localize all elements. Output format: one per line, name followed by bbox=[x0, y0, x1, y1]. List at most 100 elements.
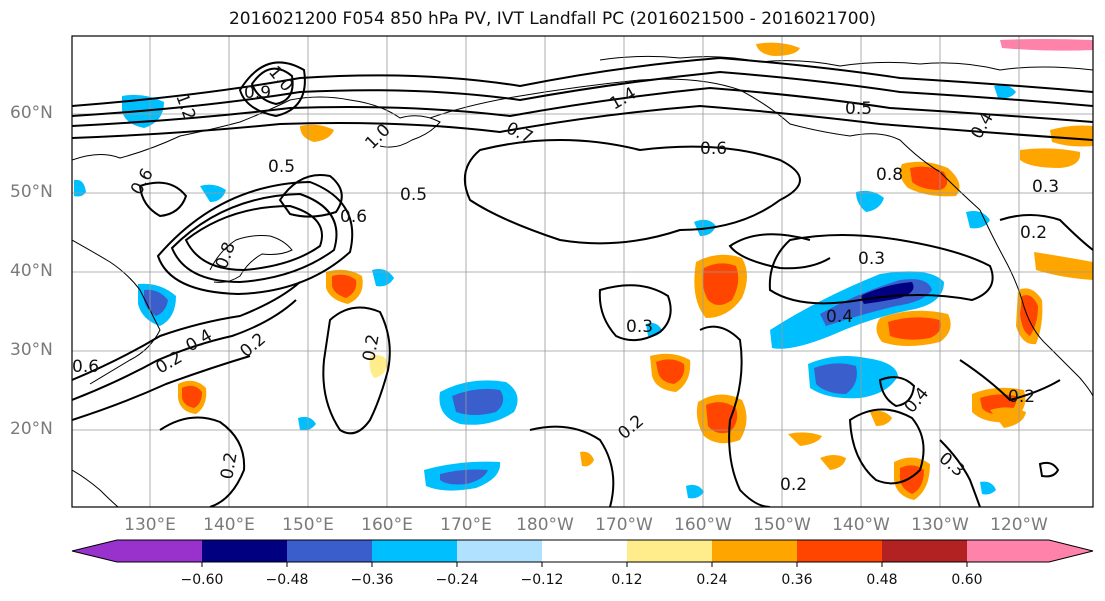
pv-contour bbox=[1038, 461, 1060, 478]
lon-label-180w: 180°W bbox=[516, 515, 574, 535]
contour-label: 0.2 bbox=[1020, 223, 1047, 243]
coastline-japan bbox=[209, 235, 293, 283]
pv-contour bbox=[72, 281, 301, 381]
pv-contour bbox=[939, 439, 981, 507]
contour-label: 0.8 bbox=[876, 165, 903, 185]
colorbar-tick-label: 0.24 bbox=[696, 572, 728, 588]
pv-contour bbox=[72, 56, 1093, 107]
pv-contour bbox=[278, 174, 343, 218]
pv-contour bbox=[959, 359, 1061, 402]
pv-contour bbox=[159, 416, 246, 507]
negative-anomaly-patch bbox=[686, 484, 704, 499]
map-frame-bg bbox=[72, 36, 1093, 507]
map-frame bbox=[71, 35, 1094, 508]
colorbar-tick-label: 0.60 bbox=[951, 572, 983, 588]
colorbar-segment bbox=[202, 540, 287, 562]
colorbar-extend-low bbox=[72, 540, 117, 562]
map-title: 2016021200 F054 850 hPa PV, IVT Landfall… bbox=[228, 9, 876, 29]
negative-anomaly-patch bbox=[966, 211, 990, 229]
lon-label-160w: 160°W bbox=[674, 515, 732, 535]
colorbar bbox=[71, 539, 1094, 567]
colorbar-segment bbox=[967, 540, 1049, 562]
contour-label: 0.2 bbox=[1008, 387, 1035, 407]
coastline-philippines bbox=[72, 469, 119, 507]
lat-label-60n: 60°N bbox=[10, 103, 53, 123]
colorbar-segment bbox=[712, 540, 797, 562]
negative-anomaly-patch bbox=[814, 363, 857, 394]
colorbar-segment bbox=[627, 540, 712, 562]
colorbar-segment bbox=[117, 540, 202, 562]
colorbar-tick-label: 0.48 bbox=[866, 572, 898, 588]
contour-label: 0.2 bbox=[780, 475, 807, 495]
colorbar-tick-label: −0.60 bbox=[180, 572, 224, 588]
negative-anomaly-patch bbox=[980, 481, 996, 495]
negative-anomaly-patch bbox=[856, 190, 884, 212]
colorbar-tick-label: −0.36 bbox=[350, 572, 394, 588]
pv-contour bbox=[156, 180, 354, 296]
lon-label-160e: 160°E bbox=[361, 515, 413, 535]
colorbar-segment bbox=[542, 540, 627, 562]
negative-anomaly-patch bbox=[298, 416, 316, 431]
colorbar-segment bbox=[372, 540, 457, 562]
lon-label-150e: 150°E bbox=[282, 515, 334, 535]
contour-label: 0.9 bbox=[244, 83, 271, 103]
negative-anomaly-patch bbox=[372, 269, 394, 287]
coastline-asia bbox=[72, 96, 441, 161]
contour-label: 0.3 bbox=[1032, 177, 1059, 197]
colorbar-tick-label: −0.12 bbox=[520, 572, 564, 588]
contour-label: 0.3 bbox=[858, 249, 885, 269]
positive-anomaly-patch bbox=[1034, 252, 1093, 280]
pv-contour bbox=[72, 86, 1093, 127]
lon-label-140w: 140°W bbox=[832, 515, 890, 535]
pv-contour bbox=[848, 408, 925, 485]
coastlines bbox=[72, 55, 1093, 507]
positive-anomaly-patch bbox=[300, 124, 334, 142]
pv-contour bbox=[184, 204, 323, 272]
lat-label-40n: 40°N bbox=[10, 261, 53, 281]
lon-label-130w: 130°W bbox=[911, 515, 969, 535]
pv-contour bbox=[463, 139, 801, 245]
lat-label-50n: 50°N bbox=[10, 182, 53, 202]
colorbar-segment bbox=[457, 540, 542, 562]
contour-label: 0.5 bbox=[400, 185, 427, 205]
coastline-north-america bbox=[979, 209, 1093, 397]
positive-anomaly-patch bbox=[580, 451, 594, 467]
pv-contour bbox=[72, 355, 251, 421]
colorbar-segment bbox=[882, 540, 967, 562]
pv-contour bbox=[529, 425, 615, 507]
positive-anomaly-patch bbox=[820, 455, 846, 470]
pv-contour bbox=[999, 214, 1093, 251]
lon-label-170w: 170°W bbox=[595, 515, 653, 535]
colorbar-outline bbox=[71, 539, 1094, 563]
positive-anomaly-patch bbox=[910, 166, 948, 190]
contour-label: 0.4 bbox=[826, 307, 853, 327]
graticule bbox=[72, 36, 1093, 507]
lon-label-120w: 120°W bbox=[990, 515, 1048, 535]
pv-contour bbox=[170, 192, 338, 284]
pv-contours bbox=[72, 56, 1093, 507]
coastline-arctic bbox=[599, 55, 1093, 71]
pv-contour bbox=[598, 284, 672, 342]
negative-anomaly-patch bbox=[994, 84, 1016, 99]
colorbar-segment bbox=[287, 540, 372, 562]
contour-label: 0.5 bbox=[845, 99, 872, 119]
pv-contour bbox=[728, 233, 831, 270]
colorbar-tick-label: 0.36 bbox=[781, 572, 813, 588]
lon-label-130e: 130°E bbox=[124, 515, 176, 535]
pv-contour bbox=[72, 104, 1093, 141]
pv-contour bbox=[72, 299, 297, 401]
lon-label-170e: 170°E bbox=[440, 515, 492, 535]
negative-anomaly-patch bbox=[74, 179, 86, 197]
negative-anomaly-patch bbox=[452, 388, 504, 415]
positive-anomaly-patch bbox=[788, 432, 822, 446]
colorbar-tick-label: 0.12 bbox=[611, 572, 643, 588]
positive-anomaly-patch bbox=[1000, 39, 1093, 51]
lat-label-20n: 20°N bbox=[10, 419, 53, 439]
colorbar-tick-label: −0.24 bbox=[435, 572, 479, 588]
contour-label: 0.6 bbox=[72, 357, 99, 377]
pv-contour bbox=[322, 306, 391, 435]
pv-contour bbox=[250, 67, 294, 106]
lon-label-150w: 150°W bbox=[753, 515, 811, 535]
pv-contour bbox=[878, 376, 916, 408]
lon-label-140e: 140°E bbox=[203, 515, 255, 535]
